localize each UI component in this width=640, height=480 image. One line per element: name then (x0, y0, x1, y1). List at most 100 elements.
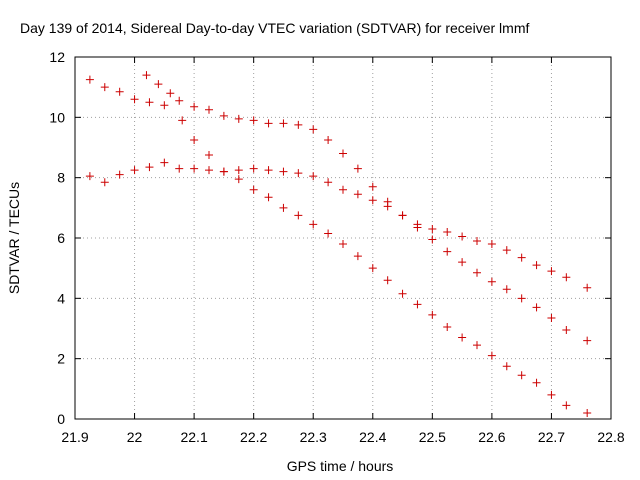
x-axis-label: GPS time / hours (287, 458, 394, 474)
data-point (324, 229, 333, 238)
x-tick-label: 22 (127, 429, 143, 445)
x-tick-label: 22.3 (300, 429, 327, 445)
data-point (145, 163, 154, 172)
data-point (458, 333, 467, 342)
data-point (353, 252, 362, 261)
data-point (443, 247, 452, 256)
data-point (517, 371, 526, 380)
data-point (443, 227, 452, 236)
x-tick-label: 21.9 (61, 429, 88, 445)
data-point (547, 313, 556, 322)
data-point (279, 167, 288, 176)
data-point (428, 224, 437, 233)
data-point (219, 111, 228, 120)
data-point (190, 102, 199, 111)
data-point (368, 182, 377, 191)
series-series-3 (85, 158, 592, 345)
data-point (160, 101, 169, 110)
data-point (383, 202, 392, 211)
x-tick-label: 22.5 (419, 429, 446, 445)
x-tick-label: 22.8 (597, 429, 624, 445)
data-point (279, 203, 288, 212)
data-point (115, 170, 124, 179)
data-point (517, 294, 526, 303)
data-point (175, 164, 184, 173)
data-point (309, 125, 318, 134)
data-point (547, 267, 556, 276)
data-point (205, 151, 213, 160)
data-point (175, 96, 184, 105)
data-point (154, 80, 163, 89)
data-point (294, 169, 303, 178)
x-tick-label: 22.2 (240, 429, 267, 445)
x-tick-label: 22.7 (538, 429, 565, 445)
data-point (324, 178, 333, 187)
data-point (502, 362, 511, 371)
data-point (458, 258, 467, 267)
data-point (294, 211, 303, 220)
data-point (309, 220, 318, 229)
chart-title: Day 139 of 2014, Sidereal Day-to-day VTE… (20, 20, 529, 36)
y-axis-label: SDTVAR / TECUs (6, 182, 22, 294)
y-tick-label: 6 (57, 230, 65, 246)
data-point (166, 89, 175, 98)
data-point (473, 237, 481, 246)
data-point (279, 119, 288, 128)
data-point (85, 172, 94, 181)
data-point (487, 240, 496, 249)
data-point (398, 211, 407, 220)
y-tick-label: 4 (57, 290, 65, 306)
x-tick-label: 22.6 (478, 429, 505, 445)
data-point (264, 119, 273, 128)
data-point (473, 268, 481, 277)
data-point (100, 83, 109, 92)
data-point (502, 246, 511, 255)
data-point (234, 166, 243, 175)
data-point (234, 114, 243, 123)
data-point (353, 190, 362, 199)
data-point (532, 303, 541, 312)
data-point (100, 178, 109, 187)
data-point (443, 322, 452, 331)
data-point (339, 240, 347, 249)
data-point (398, 289, 407, 298)
series-series-1 (85, 75, 592, 292)
axis-ticks: 21.9 22 22.1 22.2 22.3 22.4 22.5 22.6 22.7 22.8 0 2… (49, 49, 624, 445)
data-point (205, 166, 213, 175)
data-point (115, 87, 124, 96)
data-point (249, 164, 258, 173)
data-point (473, 341, 481, 350)
data-point (562, 273, 571, 282)
data-point (294, 120, 303, 129)
data-point (532, 261, 541, 270)
data-point (249, 116, 258, 125)
data-point (368, 196, 377, 205)
data-point (219, 167, 228, 176)
data-point (458, 232, 467, 241)
data-point (532, 378, 541, 387)
data-point (562, 401, 571, 410)
data-point (324, 135, 333, 144)
series-series-2 (142, 71, 592, 417)
data-point (85, 75, 94, 84)
data-point (339, 185, 347, 194)
y-tick-label: 10 (49, 109, 65, 125)
x-tick-label: 22.4 (359, 429, 386, 445)
data-point (583, 408, 592, 417)
data-point (264, 166, 273, 175)
y-tick-label: 0 (57, 411, 65, 427)
data-point (353, 164, 362, 173)
data-point (205, 105, 213, 114)
data-point (264, 193, 273, 202)
data-point (413, 300, 422, 309)
data-point (130, 166, 139, 175)
data-point (547, 390, 556, 399)
data-points (85, 71, 592, 417)
data-point (428, 235, 437, 244)
data-point (249, 185, 258, 194)
x-tick-label: 22.1 (180, 429, 207, 445)
y-tick-label: 12 (49, 49, 65, 65)
data-point (142, 71, 151, 80)
data-point (145, 98, 154, 107)
data-point (309, 172, 318, 181)
